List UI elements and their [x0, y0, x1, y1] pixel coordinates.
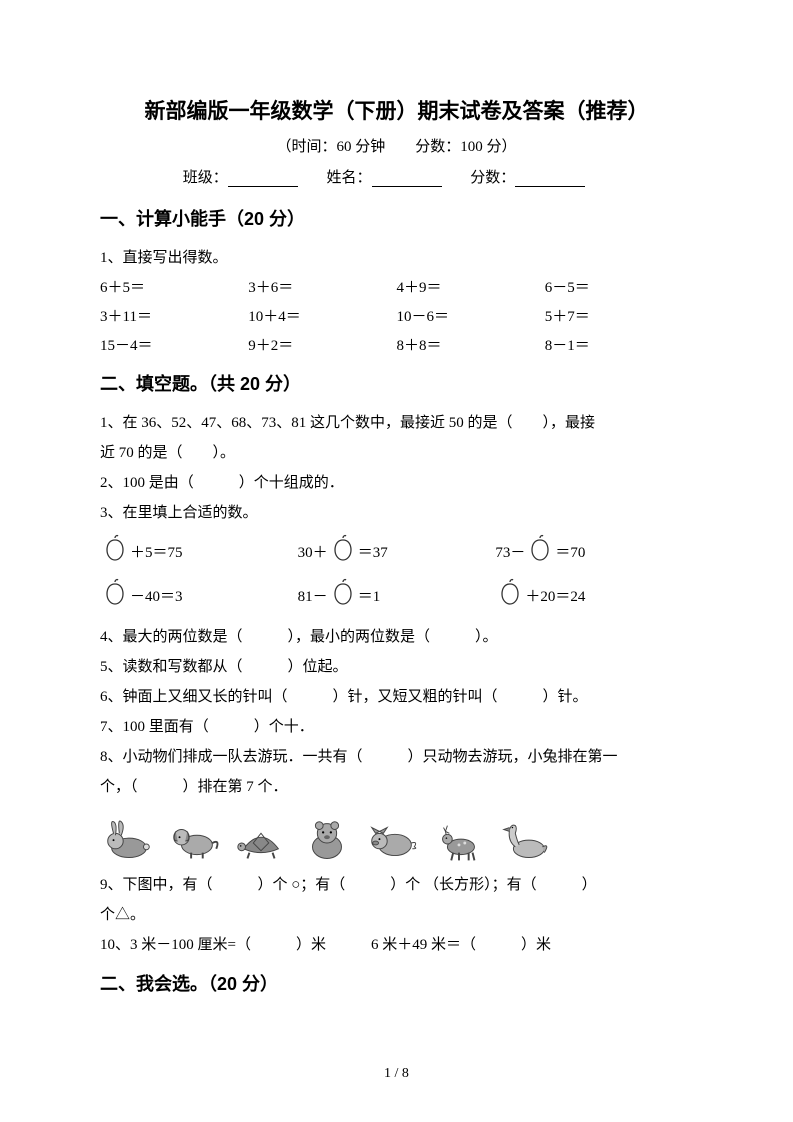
- eq-post: ＋20＝24: [525, 584, 585, 611]
- dog-icon: [166, 814, 224, 862]
- equation: 8＋8＝: [397, 333, 545, 360]
- s2-q5: 5、读数和写数都从（ ）位起。: [100, 652, 693, 682]
- score-blank[interactable]: [515, 171, 585, 187]
- s2-q3-label: 3、在里填上合适的数。: [100, 498, 693, 528]
- section-1-heading: 一、计算小能手（20 分）: [100, 205, 693, 231]
- s2-q2: 2、100 是由（ ）个十组成的．: [100, 468, 693, 498]
- exam-title: 新部编版一年级数学（下册）期末试卷及答案（推荐）: [100, 95, 693, 125]
- score-label: 分数：: [470, 170, 515, 186]
- equation: 8－1＝: [545, 333, 693, 360]
- equation: 10＋4＝: [248, 304, 396, 331]
- eq-pre: 30＋: [298, 540, 328, 567]
- deer-icon: [430, 814, 488, 862]
- equation: 6－5＝: [545, 275, 693, 302]
- s1-q1-label: 1、直接写出得数。: [100, 243, 693, 273]
- equation: 3＋6＝: [248, 275, 396, 302]
- equation: 5＋7＝: [545, 304, 693, 331]
- eq-pre: 73－: [495, 540, 525, 567]
- exam-subtitle: （时间：60 分钟 分数：100 分）: [100, 135, 693, 156]
- equation: 10－6＝: [397, 304, 545, 331]
- eq-post: ＝70: [555, 540, 585, 567]
- s2-q10: 10、3 米－100 厘米=（ ）米 6 米＋49 米＝（ ）米: [100, 930, 693, 960]
- section-3-heading: 二、我会选。（20 分）: [100, 970, 693, 996]
- eq-post: ＋5＝75: [130, 540, 183, 567]
- equation-row: 3＋11＝ 10＋4＝ 10－6＝ 5＋7＝: [100, 304, 693, 331]
- s2-q1b: 近 70 的是（ ）。: [100, 438, 693, 468]
- animals-row: [100, 814, 693, 862]
- apple-equation: －40＝3: [100, 578, 298, 616]
- apple-equation-row: －40＝3 81－ ＝1 ＋20＝24: [100, 578, 693, 616]
- s2-q4: 4、最大的两位数是（ ），最小的两位数是（ ）。: [100, 622, 693, 652]
- apple-icon: [330, 578, 356, 616]
- apple-icon: [497, 578, 523, 616]
- apple-icon: [330, 534, 356, 572]
- eq-pre: 81－: [298, 584, 328, 611]
- s2-q8a: 8、小动物们排成一队去游玩．一共有（ ）只动物去游玩，小兔排在第一: [100, 742, 693, 772]
- eq-post: ＝37: [358, 540, 388, 567]
- equation: 4＋9＝: [397, 275, 545, 302]
- equation: 15－4＝: [100, 333, 248, 360]
- page: 新部编版一年级数学（下册）期末试卷及答案（推荐） （时间：60 分钟 分数：10…: [0, 0, 793, 1122]
- apple-equation: 73－ ＝70: [495, 534, 693, 572]
- equation-row: 6＋5＝ 3＋6＝ 4＋9＝ 6－5＝: [100, 275, 693, 302]
- section-2-heading: 二、填空题。（共 20 分）: [100, 370, 693, 396]
- s2-q9b: 个△。: [100, 900, 693, 930]
- s2-q9a: 9、下图中，有（ ）个 ○；有（ ）个 （长方形）；有（ ）: [100, 870, 693, 900]
- equation-row: 15－4＝ 9＋2＝ 8＋8＝ 8－1＝: [100, 333, 693, 360]
- name-label: 姓名：: [326, 170, 371, 186]
- class-blank[interactable]: [228, 171, 298, 187]
- apple-icon: [527, 534, 553, 572]
- equation: 9＋2＝: [248, 333, 396, 360]
- student-info-line: 班级： 姓名： 分数：: [100, 166, 693, 187]
- goose-icon: [496, 814, 554, 862]
- bear-icon: [298, 814, 356, 862]
- apple-equation: ＋5＝75: [100, 534, 298, 572]
- pig-icon: [364, 814, 422, 862]
- apple-equation-row: ＋5＝75 30＋ ＝37 73－ ＝70: [100, 534, 693, 572]
- page-number: 1 / 8: [0, 1066, 793, 1082]
- rabbit-icon: [100, 814, 158, 862]
- apple-icon: [102, 534, 128, 572]
- apple-equation: 30＋ ＝37: [298, 534, 496, 572]
- apple-equation: 81－ ＝1: [298, 578, 496, 616]
- apple-icon: [102, 578, 128, 616]
- apple-equation: ＋20＝24: [495, 578, 693, 616]
- eq-post: －40＝3: [130, 584, 183, 611]
- s2-q6: 6、钟面上又细又长的针叫（ ）针，又短又粗的针叫（ ）针。: [100, 682, 693, 712]
- equation: 3＋11＝: [100, 304, 248, 331]
- s2-q1a: 1、在 36、52、47、68、73、81 这几个数中，最接近 50 的是（ ）…: [100, 408, 693, 438]
- tortoise-icon: [232, 814, 290, 862]
- class-label: 班级：: [183, 170, 228, 186]
- eq-post: ＝1: [358, 584, 381, 611]
- name-blank[interactable]: [372, 171, 442, 187]
- s2-q7: 7、100 里面有（ ）个十．: [100, 712, 693, 742]
- s2-q8b: 个，（ ）排在第 7 个．: [100, 772, 693, 802]
- equation: 6＋5＝: [100, 275, 248, 302]
